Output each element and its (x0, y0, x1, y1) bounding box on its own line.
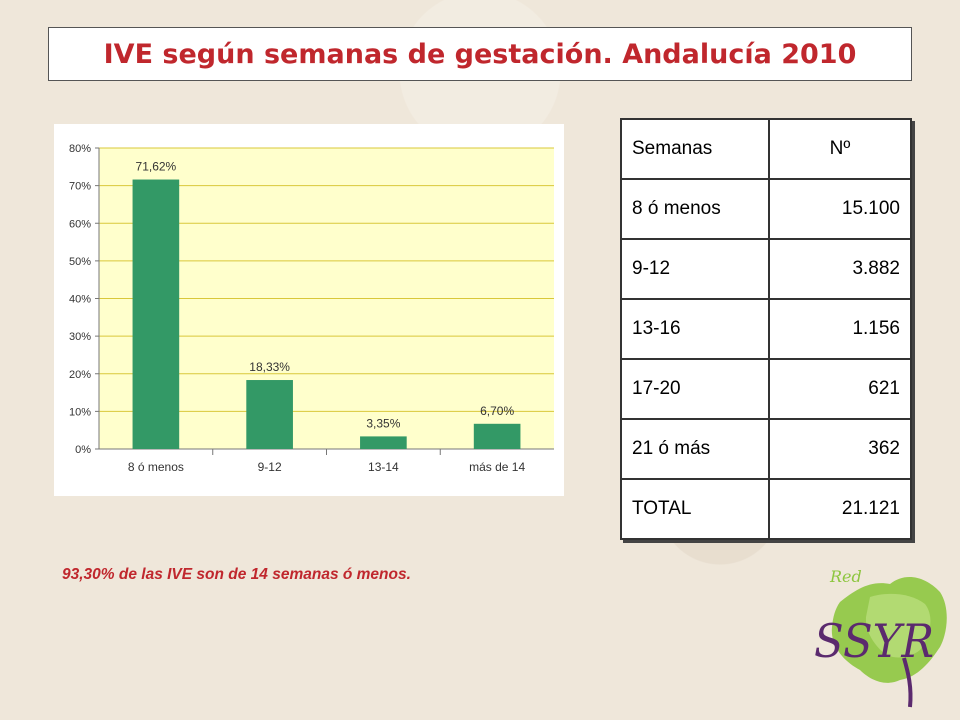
logo-stem (902, 657, 913, 708)
summary-note: 93,30% de las IVE son de 14 semanas ó me… (62, 566, 411, 583)
x-tick-label: más de 14 (469, 460, 525, 474)
table-cell: 362 (768, 418, 912, 480)
bar (132, 179, 180, 449)
x-tick-label: 13-14 (368, 460, 399, 474)
table-header-cell: Nº (768, 118, 912, 180)
bar (360, 436, 407, 449)
table-cell: 13-16 (620, 298, 770, 360)
table-cell: 1.156 (768, 298, 912, 360)
x-tick-label: 9-12 (258, 460, 282, 474)
table-cell: 21 ó más (620, 418, 770, 480)
table-row: 9-12 3.882 (620, 238, 912, 300)
y-tick-label: 70% (69, 181, 91, 193)
bar (246, 380, 293, 449)
data-table: Semanas Nº 8 ó menos 15.100 9-12 3.882 1… (620, 118, 912, 540)
table-cell: 21.121 (768, 478, 912, 540)
table-header-row: Semanas Nº (620, 118, 912, 180)
bar (473, 423, 521, 449)
table-row: 17-20 621 (620, 358, 912, 420)
data-label: 71,62% (136, 160, 177, 174)
y-tick-label: 60% (69, 218, 91, 230)
table-cell: 9-12 (620, 238, 770, 300)
table-header-cell: Semanas (620, 118, 770, 180)
data-label: 18,33% (249, 360, 290, 374)
table-cell: 621 (768, 358, 912, 420)
table-row: 8 ó menos 15.100 (620, 178, 912, 240)
title-box: IVE según semanas de gestación. Andalucí… (48, 27, 912, 81)
y-tick-label: 10% (69, 406, 91, 418)
y-tick-label: 0% (75, 444, 91, 456)
ssyr-logo: Red SSYR (814, 567, 947, 708)
x-tick-label: 8 ó menos (128, 460, 184, 474)
bar-chart: 0% 10% 20% 30% 40% 50% 60% 70% 80% 71,62% 8 ó meno… (54, 124, 564, 496)
y-tick-label: 40% (69, 294, 91, 306)
data-label: 6,70% (480, 404, 514, 418)
data-label: 3,35% (366, 416, 400, 430)
y-tick-label: 80% (69, 143, 91, 155)
y-tick-label: 30% (69, 331, 91, 343)
table-row: 13-16 1.156 (620, 298, 912, 360)
logo-main-text: SSYR (814, 614, 934, 668)
table-cell: 8 ó menos (620, 178, 770, 240)
logo-map-light (865, 593, 931, 658)
table-cell: TOTAL (620, 478, 770, 540)
table-cell: 17-20 (620, 358, 770, 420)
y-tick-label: 50% (69, 256, 91, 268)
logo-small-text: Red (829, 567, 862, 586)
table-total-row: TOTAL 21.121 (620, 478, 912, 540)
page-title: IVE según semanas de gestación. Andalucí… (103, 38, 857, 70)
table-cell: 15.100 (768, 178, 912, 240)
chart-svg: 0% 10% 20% 30% 40% 50% 60% 70% 80% 71,62% 8 ó meno… (69, 143, 554, 474)
table-row: 21 ó más 362 (620, 418, 912, 480)
y-tick-label: 20% (69, 369, 91, 381)
table-cell: 3.882 (768, 238, 912, 300)
